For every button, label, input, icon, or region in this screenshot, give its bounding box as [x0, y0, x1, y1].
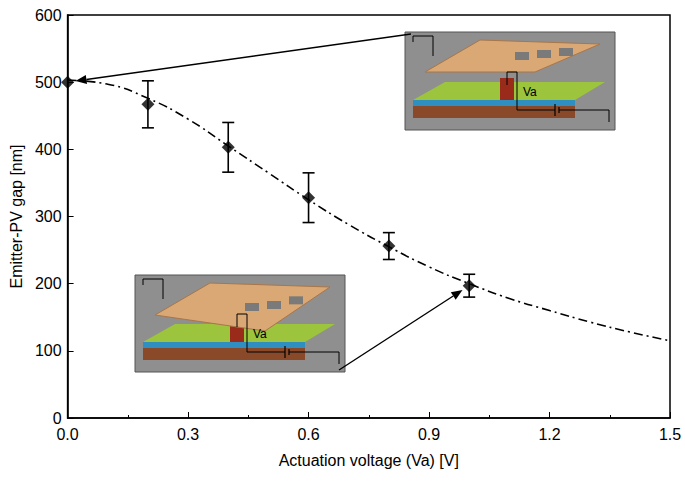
svg-text:100: 100 — [35, 342, 62, 359]
svg-text:500: 500 — [35, 74, 62, 91]
svg-text:0.6: 0.6 — [297, 426, 319, 443]
svg-text:0.0: 0.0 — [56, 426, 78, 443]
svg-text:Emitter-PV gap [nm]: Emitter-PV gap [nm] — [8, 144, 25, 288]
svg-text:0.9: 0.9 — [418, 426, 440, 443]
svg-text:Va: Va — [523, 85, 537, 99]
svg-text:1.2: 1.2 — [538, 426, 560, 443]
svg-text:0: 0 — [53, 410, 62, 427]
svg-text:600: 600 — [35, 7, 62, 24]
svg-text:Va: Va — [253, 327, 267, 341]
svg-text:1.5: 1.5 — [659, 426, 681, 443]
svg-text:300: 300 — [35, 208, 62, 225]
svg-text:Actuation voltage (Va) [V]: Actuation voltage (Va) [V] — [279, 452, 459, 469]
svg-text:400: 400 — [35, 141, 62, 158]
svg-text:200: 200 — [35, 275, 62, 292]
svg-text:0.3: 0.3 — [177, 426, 199, 443]
